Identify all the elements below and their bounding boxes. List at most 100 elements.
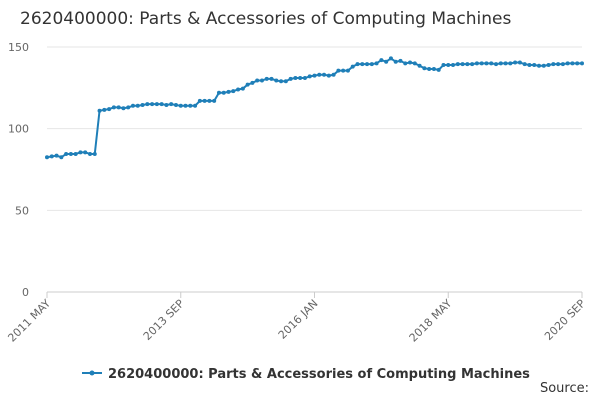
point xyxy=(150,102,155,107)
point xyxy=(556,62,561,67)
point xyxy=(331,72,336,77)
point xyxy=(489,61,494,66)
point xyxy=(527,62,532,67)
point xyxy=(264,76,269,81)
point xyxy=(522,62,527,67)
point xyxy=(240,86,245,91)
point xyxy=(393,59,398,64)
point xyxy=(279,79,284,84)
point xyxy=(412,61,417,66)
point xyxy=(369,62,374,67)
point xyxy=(135,103,140,108)
point xyxy=(427,67,432,72)
point xyxy=(508,61,513,66)
point xyxy=(64,151,69,156)
point xyxy=(451,62,456,67)
point xyxy=(183,103,188,108)
point xyxy=(460,62,465,67)
point xyxy=(202,98,207,103)
point xyxy=(107,107,112,112)
point xyxy=(193,103,198,108)
point xyxy=(484,61,489,66)
point xyxy=(570,61,575,66)
point xyxy=(560,62,565,67)
point xyxy=(45,155,49,160)
point xyxy=(494,62,499,67)
y-tick-label: 150 xyxy=(8,41,29,54)
point xyxy=(154,102,159,107)
point xyxy=(441,62,446,67)
point xyxy=(169,102,174,107)
x-tick-label: 2013 SEP xyxy=(141,297,187,343)
point xyxy=(345,68,350,73)
point xyxy=(326,73,331,78)
point xyxy=(479,61,484,66)
point xyxy=(145,102,150,107)
y-tick-label: 0 xyxy=(22,286,29,299)
point xyxy=(59,155,64,160)
point xyxy=(49,154,54,159)
point xyxy=(312,73,317,78)
point xyxy=(537,63,542,68)
point xyxy=(121,106,126,111)
point xyxy=(565,61,570,66)
point xyxy=(102,107,107,112)
point xyxy=(87,151,92,156)
point xyxy=(302,76,307,81)
point xyxy=(317,72,322,77)
point xyxy=(221,90,226,95)
point xyxy=(288,76,293,81)
point xyxy=(398,58,403,63)
point xyxy=(54,153,59,158)
point xyxy=(126,105,131,110)
point xyxy=(455,62,460,67)
point xyxy=(178,103,183,108)
point xyxy=(341,68,346,73)
point xyxy=(73,151,78,156)
point xyxy=(164,102,169,107)
point xyxy=(111,105,116,110)
chart-title: 2620400000: Parts & Accessories of Compu… xyxy=(20,9,512,29)
point xyxy=(97,108,102,113)
point xyxy=(274,78,279,83)
point xyxy=(130,103,135,108)
point xyxy=(465,62,470,67)
x-tick-label: 2020 SEP xyxy=(542,297,588,343)
point xyxy=(446,62,451,67)
point xyxy=(513,60,518,65)
point xyxy=(250,80,255,85)
point xyxy=(216,90,221,95)
point xyxy=(307,74,312,79)
point xyxy=(355,62,360,67)
point xyxy=(269,76,274,81)
point xyxy=(78,150,83,155)
point xyxy=(551,62,556,67)
point xyxy=(231,89,236,94)
point xyxy=(546,62,551,67)
x-tick-label: 2011 MAY xyxy=(5,297,53,345)
point xyxy=(379,58,384,63)
point xyxy=(517,60,522,65)
point xyxy=(116,105,121,110)
x-tick-label: 2018 MAY xyxy=(407,297,455,345)
point xyxy=(159,102,164,107)
point xyxy=(283,79,288,84)
point xyxy=(403,61,408,66)
legend-label: 2620400000: Parts & Accessories of Compu… xyxy=(108,367,530,382)
point xyxy=(408,60,413,65)
point xyxy=(350,64,355,69)
point xyxy=(298,76,303,81)
x-tick-label: 2016 JAN xyxy=(276,297,321,342)
point xyxy=(226,89,231,94)
point xyxy=(436,67,441,72)
point xyxy=(259,78,264,83)
point xyxy=(245,82,250,87)
point xyxy=(140,102,145,107)
point xyxy=(431,67,436,72)
point xyxy=(92,151,97,156)
point xyxy=(336,68,341,73)
point xyxy=(532,62,537,67)
point xyxy=(293,76,298,81)
point xyxy=(365,62,370,67)
